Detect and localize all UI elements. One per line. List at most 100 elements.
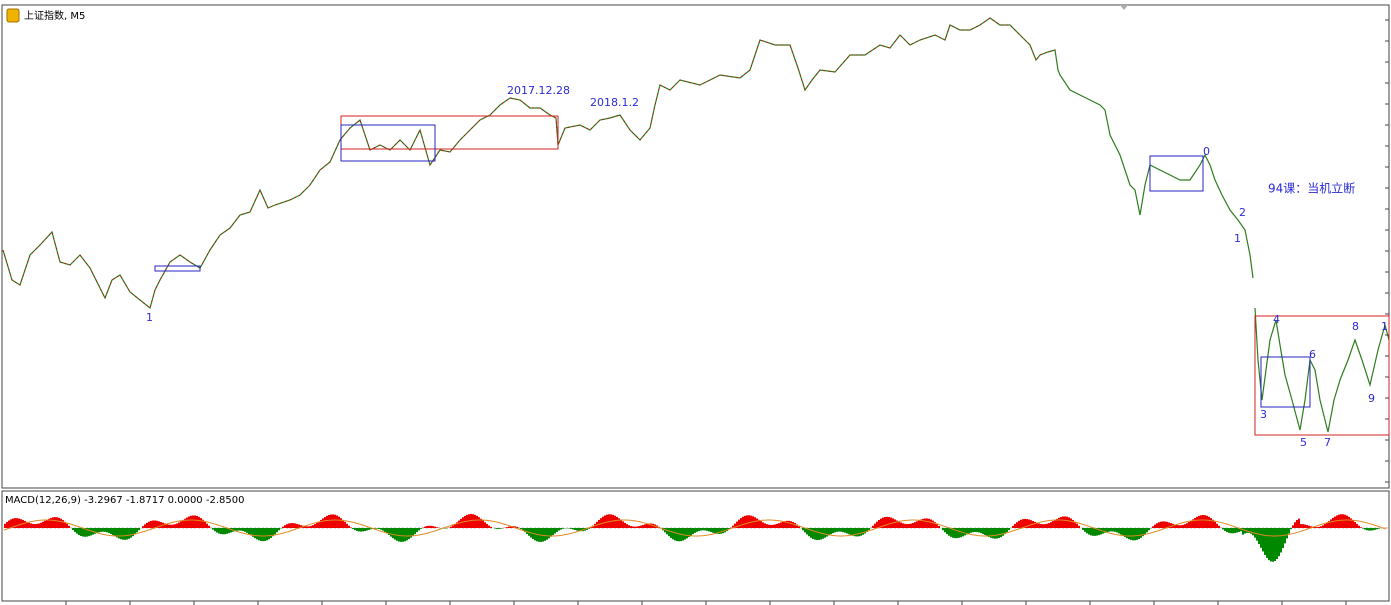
macd-bar (812, 528, 814, 539)
macd-bar (430, 525, 432, 528)
macd-bar (758, 519, 760, 528)
macd-bar (428, 525, 430, 528)
macd-bar (1266, 528, 1268, 558)
macd-bar (516, 526, 518, 528)
macd-bar (1030, 520, 1032, 528)
macd-bar (994, 528, 996, 539)
macd-bar (1012, 525, 1014, 528)
macd-bar (1268, 528, 1270, 561)
macd-bar (702, 528, 704, 531)
macd-bar (108, 528, 110, 534)
macd-bar (1028, 519, 1030, 528)
macd-bar (836, 528, 838, 532)
macd-bar (394, 528, 396, 540)
macd-bar (1174, 524, 1176, 528)
macd-bar (368, 528, 370, 530)
macd-bar (1144, 528, 1146, 535)
macd-bar (402, 528, 404, 542)
macd-bar (42, 521, 44, 528)
macd-bar (1040, 523, 1042, 528)
macd-bar (294, 523, 296, 528)
macd-bar (1038, 523, 1040, 528)
macd-bar (926, 518, 928, 528)
macd-bar (190, 515, 192, 528)
macd-bar (252, 528, 254, 537)
macd-bar (668, 528, 670, 537)
macd-bar (1098, 528, 1100, 536)
macd-bar (988, 528, 990, 537)
macd-bar (1160, 521, 1162, 528)
macd-bar (914, 522, 916, 528)
macd-bar (602, 516, 604, 528)
macd-bar (1152, 526, 1154, 528)
macd-bar (32, 523, 34, 528)
macd-bar (152, 520, 154, 528)
macd-bar (980, 528, 982, 534)
macd-bar (326, 515, 328, 528)
macd-bar (1110, 528, 1112, 532)
macd-bar (898, 521, 900, 528)
macd-bar (180, 521, 182, 528)
macd-bar (130, 528, 132, 538)
macd-bar (278, 528, 280, 531)
macd-bar (640, 525, 642, 528)
macd-bar (244, 528, 246, 532)
macd-bar (424, 526, 426, 528)
macd-bar (126, 528, 128, 540)
macd-bar (886, 516, 888, 528)
macd-bar (984, 528, 986, 535)
macd-bar (1358, 525, 1360, 528)
macd-bar (716, 528, 718, 534)
macd-bar (1022, 519, 1024, 528)
macd-bar (322, 518, 324, 528)
macd-bar (382, 528, 384, 531)
macd-bar (904, 523, 906, 528)
macd-bar (952, 528, 954, 538)
macd-bar (142, 526, 144, 528)
macd-bar (474, 514, 476, 528)
macd-bar (16, 518, 18, 528)
macd-bar (80, 528, 82, 536)
macd-bar (1256, 528, 1258, 541)
macd-bar (8, 520, 10, 528)
zone-box (1260, 356, 1311, 408)
macd-bar (1104, 528, 1106, 533)
macd-bar (908, 523, 910, 528)
macd-bar (426, 526, 428, 528)
macd-bar (932, 520, 934, 528)
macd-bar (94, 528, 96, 534)
macd-bar (256, 528, 258, 540)
macd-bar (1246, 528, 1248, 533)
macd-bar (1042, 524, 1044, 528)
macd-bar (1140, 528, 1142, 538)
macd-bar (696, 528, 698, 532)
macd-bar (554, 528, 556, 534)
wave-label: 5 (1300, 436, 1307, 449)
macd-bar (916, 521, 918, 528)
macd-bar (1260, 528, 1262, 548)
macd-bar (270, 528, 272, 538)
macd-bar (1314, 527, 1316, 528)
macd-bar (1352, 520, 1354, 528)
macd-bar (606, 514, 608, 528)
macd-bar (678, 528, 680, 542)
macd-bar (1130, 528, 1132, 540)
macd-bar (1316, 527, 1318, 528)
macd-bar (778, 523, 780, 528)
macd-bar (120, 528, 122, 540)
macd-bar (1082, 528, 1084, 530)
macd-bar (590, 527, 592, 528)
macd-bar (624, 522, 626, 528)
macd-bar (820, 528, 822, 540)
macd-bar (806, 528, 808, 535)
macd-bar (866, 528, 868, 532)
macd-bar (628, 525, 630, 528)
macd-bar (364, 528, 366, 532)
macd-bar (732, 525, 734, 528)
macd-bar (458, 520, 460, 528)
macd-bar (1298, 518, 1300, 528)
macd-bar (588, 528, 590, 529)
macd-bar (1178, 525, 1180, 528)
macd-bar (1318, 526, 1320, 528)
macd-bar (444, 528, 446, 529)
